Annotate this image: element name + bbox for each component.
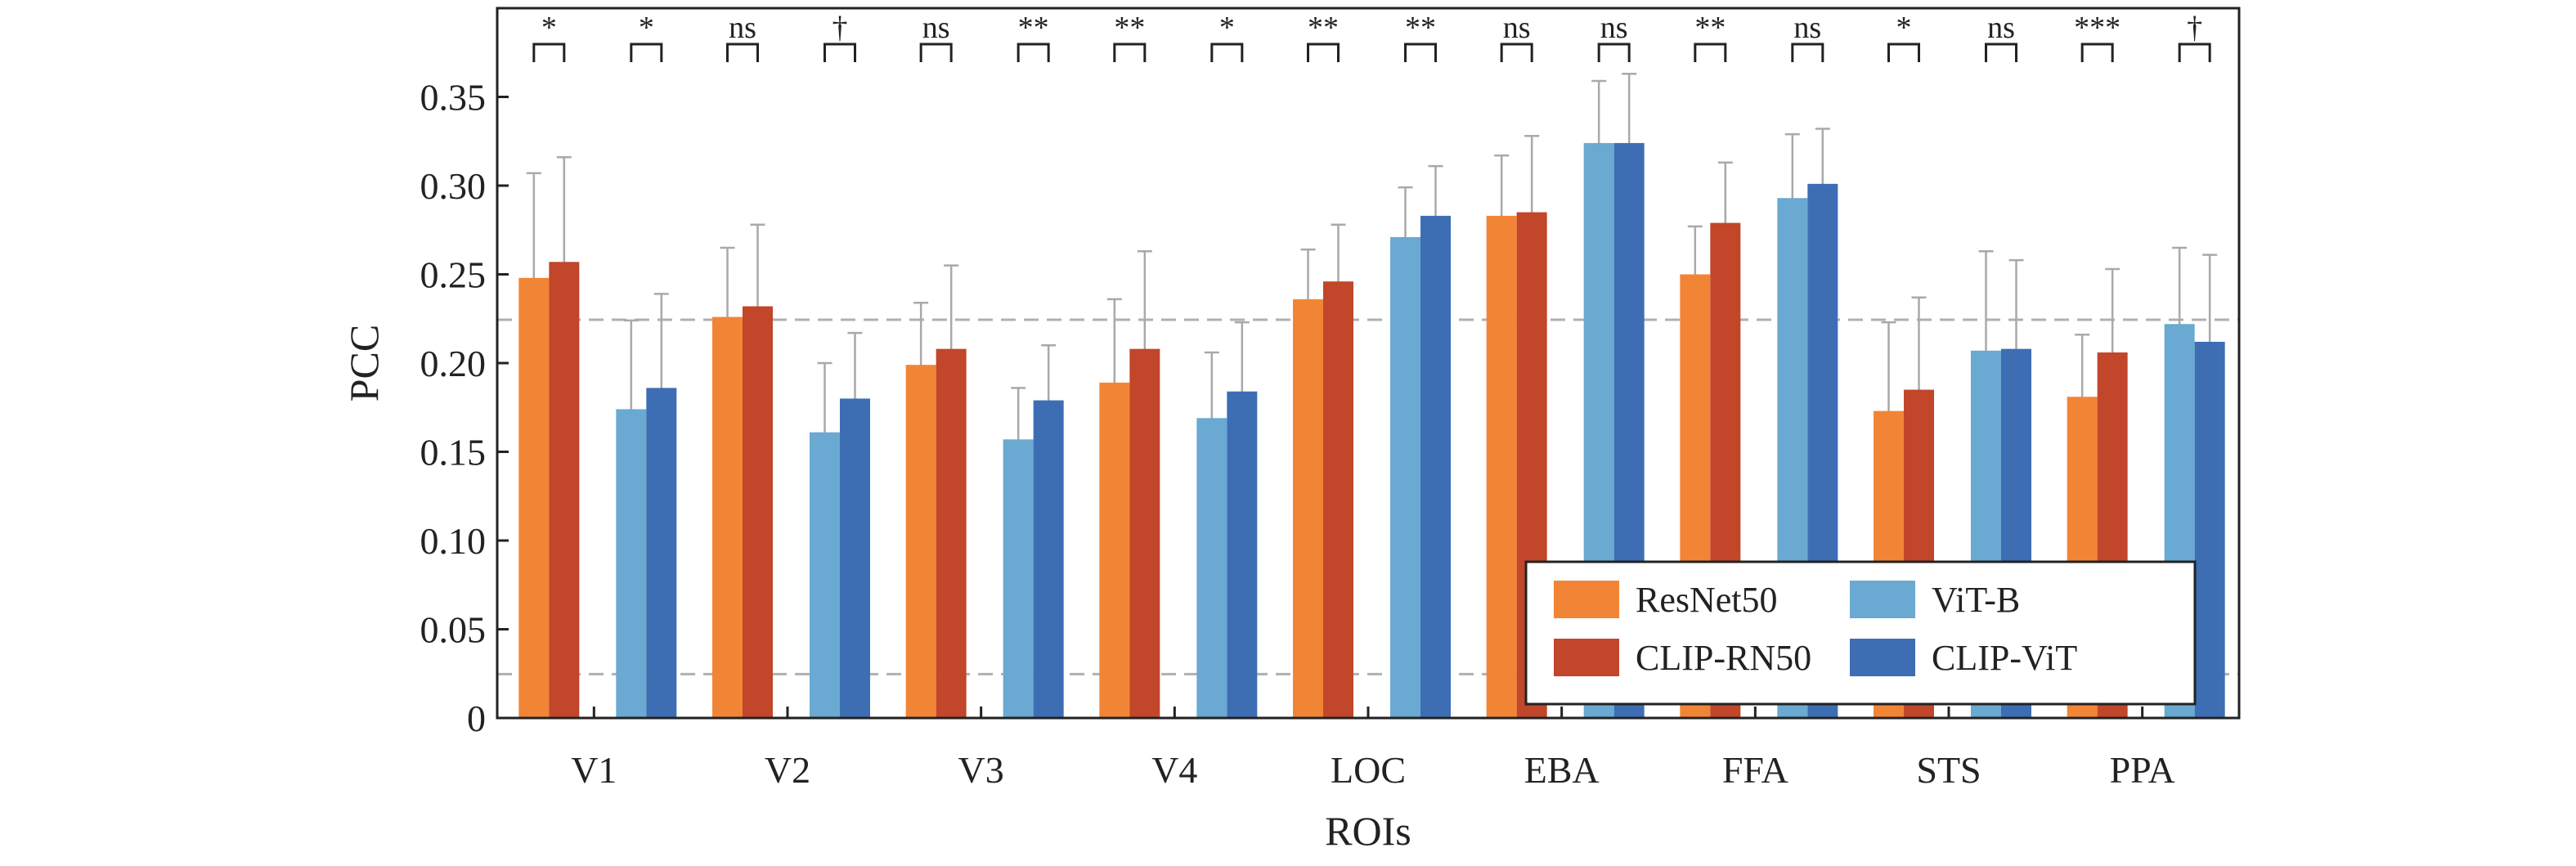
legend-label-clip-vit: CLIP-ViT (1932, 638, 2077, 678)
significance-bracket (630, 43, 663, 62)
x-tick-label-v4: V4 (1151, 749, 1197, 791)
y-tick-label: 0.30 (420, 165, 487, 207)
significance-bracket (1694, 43, 1727, 62)
bar-clip-rn50-v3 (936, 348, 967, 718)
significance-bracket (919, 43, 953, 62)
error-bars (526, 73, 2218, 503)
bar-resnet50-v3 (905, 365, 936, 718)
significance-bracket (1985, 43, 2017, 62)
y-tick-label: 0.15 (420, 432, 487, 473)
bar-vit-b-v2 (810, 432, 840, 718)
x-axis-ticks: V1 V2 V3 V4 LOC EBA FFA STS PPA (571, 707, 2175, 791)
significance-bracket (1113, 43, 1147, 62)
significance-label: *** (2074, 11, 2120, 45)
significance-label: ** (1694, 11, 1726, 45)
bar-clip-vit-ppa (2194, 341, 2225, 718)
legend: ResNet50 ViT-B CLIP-RN50 CLIP-ViT (1524, 560, 2197, 706)
bar-clip-rn50-v2 (743, 306, 773, 718)
y-axis-ticks: 0 0.05 0.10 0.15 0.20 0.25 0.30 0.35 (420, 77, 509, 739)
bar-clip-vit-v2 (840, 398, 870, 718)
y-axis-title: PCC (341, 325, 387, 402)
legend-swatch-resnet50 (1554, 581, 1619, 618)
legend-label-vit-b: ViT-B (1932, 580, 2020, 620)
x-tick-label-v3: V3 (958, 749, 1004, 791)
y-tick-label: 0.25 (420, 254, 487, 296)
significance-label: ns (1987, 11, 2015, 45)
y-tick-label: 0 (467, 698, 486, 739)
significance-bracket (1307, 43, 1340, 62)
bar-clip-vit-loc (1420, 215, 1451, 718)
legend-label-resnet50: ResNet50 (1636, 580, 1778, 620)
significance-label: † (832, 11, 848, 45)
significance-label: ** (1018, 11, 1049, 45)
bar-clip-rn50-v4 (1129, 348, 1160, 718)
significance-label: † (2187, 11, 2202, 45)
bar-resnet50-v1 (518, 277, 550, 719)
significance-label: * (541, 11, 557, 45)
y-tick-label: 0.05 (420, 609, 487, 651)
significance-bracket (532, 43, 566, 62)
significance-label: * (639, 11, 654, 45)
bar-vit-b-v3 (1003, 439, 1034, 718)
significance-bracket (1210, 43, 1244, 62)
significance-label: ns (1793, 11, 1821, 45)
x-axis-title: ROIs (1325, 808, 1411, 854)
bar-clip-vit-v3 (1033, 400, 1064, 718)
bar-vit-b-loc (1390, 236, 1420, 718)
bar-clip-rn50-v1 (549, 262, 580, 718)
bar-resnet50-eba (1486, 215, 1517, 718)
x-tick-label-eba: EBA (1524, 749, 1600, 791)
x-tick-label-ffa: FFA (1722, 749, 1788, 791)
legend-swatch-clip-vit (1850, 639, 1915, 676)
x-tick-label-v1: V1 (571, 749, 617, 791)
legend-swatch-clip-rn50 (1554, 639, 1619, 676)
bar-vit-b-v1 (616, 409, 647, 718)
x-tick-label-loc: LOC (1331, 749, 1406, 791)
bar-clip-vit-v4 (1227, 391, 1258, 718)
bar-resnet50-v2 (712, 316, 743, 718)
significance-bracket (1791, 43, 1824, 62)
significance-bracket (1887, 43, 1920, 62)
significance-bracket (1500, 43, 1533, 62)
bar-vit-b-v4 (1196, 418, 1227, 718)
significance-label: ns (729, 11, 756, 45)
significance-bracket (824, 43, 856, 62)
y-tick-label: 0.10 (420, 520, 487, 562)
bar-resnet50-v4 (1099, 382, 1130, 718)
significance-label: * (1896, 11, 1912, 45)
significance-bracket (2080, 43, 2114, 62)
significance-label: ns (922, 11, 950, 45)
y-tick-label: 0.20 (420, 343, 487, 384)
significance-bracket (726, 43, 759, 62)
x-tick-label-sts: STS (1916, 749, 1981, 791)
significance-label: * (1219, 11, 1235, 45)
significance-label: ** (1114, 11, 1145, 45)
significance-bracket (1404, 43, 1437, 62)
y-tick-label: 0.35 (420, 77, 487, 119)
significance-label: ns (1503, 11, 1531, 45)
x-tick-label-v2: V2 (765, 749, 810, 791)
significance-label: ** (1308, 11, 1339, 45)
bar-resnet50-loc (1293, 298, 1323, 718)
x-tick-label-ppa: PPA (2110, 749, 2175, 791)
significance-annotations: * * ns † ns ** ** * ** ** ns ns ** ns * ns *** † (532, 11, 2211, 62)
significance-bracket (1597, 43, 1631, 62)
bars (518, 142, 2225, 719)
significance-label: ** (1405, 11, 1436, 45)
legend-swatch-vit-b (1850, 581, 1915, 618)
significance-bracket (2178, 43, 2211, 62)
bar-clip-vit-v1 (646, 388, 677, 718)
significance-bracket (1016, 43, 1050, 62)
significance-label: ns (1600, 11, 1628, 45)
bar-clip-rn50-loc (1323, 281, 1353, 718)
legend-label-clip-rn50: CLIP-RN50 (1636, 638, 1811, 678)
